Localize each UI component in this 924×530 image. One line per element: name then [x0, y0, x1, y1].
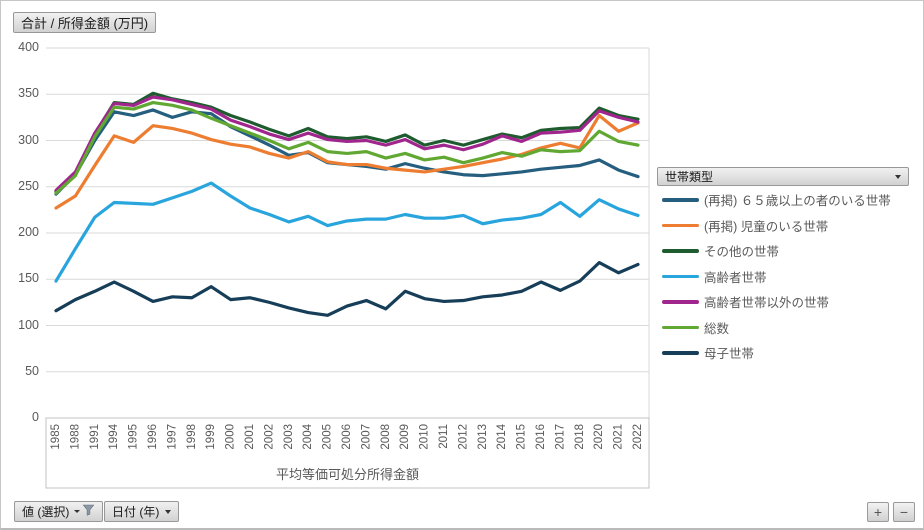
x-tick-label: 2021	[613, 424, 625, 450]
legend-swatch	[662, 223, 699, 227]
y-tick-label: 350	[18, 86, 39, 101]
legend-item: 母子世帯	[662, 340, 891, 366]
legend-swatch	[662, 198, 699, 202]
x-tick-label: 1991	[89, 424, 101, 450]
value-field-label: 合計 / 所得金額 (万円)	[21, 16, 149, 31]
zoom-in-button[interactable]: +	[867, 502, 889, 522]
legend-swatch	[662, 325, 699, 329]
series-line-5	[54, 95, 640, 193]
x-tick-label: 2008	[380, 424, 392, 450]
x-tick-label: 2010	[419, 424, 431, 450]
legend-item: (再掲) 児童のいる世帯	[662, 213, 891, 239]
x-tick-label: 2009	[399, 424, 411, 450]
x-tick-label: 1997	[166, 424, 178, 450]
values-filter-label: 値 (選択)	[22, 505, 70, 519]
series-line-7	[54, 261, 640, 317]
x-tick-label: 1999	[205, 424, 217, 450]
legend-swatch	[662, 274, 699, 278]
x-tick-label: 1998	[186, 424, 198, 450]
y-tick-label: 400	[18, 40, 39, 54]
x-tick-label: 1988	[69, 424, 81, 450]
series-line-3	[54, 91, 640, 193]
x-tick-label: 2012	[457, 424, 469, 450]
y-tick-label: 100	[18, 317, 39, 332]
x-tick-label: 1995	[128, 424, 140, 450]
legend-swatch	[662, 249, 699, 253]
legend-item-label: (再掲) ６５歳以上の者のいる世帯	[704, 194, 891, 209]
y-tick-label: 50	[25, 363, 39, 378]
x-tick-label: 2002	[263, 424, 275, 450]
legend-item-label: 高齢者世帯	[704, 270, 767, 285]
y-tick-label: 200	[18, 225, 39, 239]
x-tick-label: 2001	[244, 424, 256, 450]
zoom-out-button[interactable]: −	[893, 502, 915, 522]
legend-field-label: 世帯類型	[665, 170, 714, 184]
x-tick-label: 2013	[477, 424, 489, 450]
x-tick-label: 2020	[593, 424, 605, 450]
chevron-down-icon	[74, 510, 81, 513]
x-tick-label: 2022	[632, 424, 644, 450]
legend-item: (再掲) ６５歳以上の者のいる世帯	[662, 187, 891, 213]
legend-item-label: その他の世帯	[704, 245, 780, 260]
y-tick-label: 300	[18, 132, 39, 147]
legend-item: その他の世帯	[662, 238, 891, 264]
x-tick-label: 2004	[302, 423, 314, 449]
x-tick-label: 2011	[438, 424, 450, 449]
legend-field-button[interactable]: 世帯類型	[657, 167, 909, 186]
legend-item-label: 母子世帯	[704, 347, 755, 362]
x-tick-label: 2005	[322, 424, 334, 450]
chevron-down-icon	[895, 174, 901, 179]
x-tick-label: 2003	[283, 424, 295, 450]
legend-swatch	[662, 351, 699, 355]
legend-item-label: (再掲) 児童のいる世帯	[704, 219, 829, 234]
x-axis-field-box	[45, 417, 650, 489]
axis-field-button[interactable]: 日付 (年)	[104, 501, 180, 522]
legend-item: 高齢者世帯以外の世帯	[662, 289, 891, 315]
series-line-2	[54, 113, 640, 210]
x-tick-label: 2007	[360, 424, 372, 450]
x-tick-label: 1994	[108, 423, 120, 449]
legend-item-label: 高齢者世帯以外の世帯	[704, 296, 830, 311]
x-axis-title: 平均等価可処分所得金額	[275, 467, 419, 482]
x-tick-label: 2014	[496, 423, 508, 449]
legend-item: 高齢者世帯	[662, 264, 891, 290]
series-line-4	[54, 181, 640, 283]
series-line-6	[54, 100, 640, 195]
legend-item-label: 総数	[704, 321, 730, 336]
values-filter-button[interactable]: 値 (選択)	[14, 501, 104, 522]
chart-legend: (再掲) ６５歳以上の者のいる世帯 (再掲) 児童のいる世帯 その他の世帯 高齢者世帯…	[662, 187, 891, 366]
x-tick-label: 2016	[535, 424, 547, 450]
x-tick-label: 2006	[341, 424, 353, 450]
x-tick-label: 2000	[225, 424, 237, 450]
x-tick-label: 2017	[554, 424, 566, 450]
axis-field-label: 日付 (年)	[112, 505, 160, 519]
x-tick-label: 2018	[574, 424, 586, 450]
x-tick-label: 2015	[516, 424, 528, 450]
legend-swatch	[662, 300, 699, 304]
legend-item: 総数	[662, 315, 891, 341]
y-tick-label: 250	[18, 178, 39, 193]
chevron-down-icon	[165, 509, 172, 514]
x-tick-label: 1996	[147, 424, 159, 450]
filter-funnel-icon	[82, 504, 95, 519]
x-tick-label: 1985	[50, 424, 62, 450]
y-tick-label: 150	[18, 271, 39, 286]
value-field-button[interactable]: 合計 / 所得金額 (万円)	[13, 12, 157, 33]
y-tick-label: 0	[32, 410, 39, 424]
